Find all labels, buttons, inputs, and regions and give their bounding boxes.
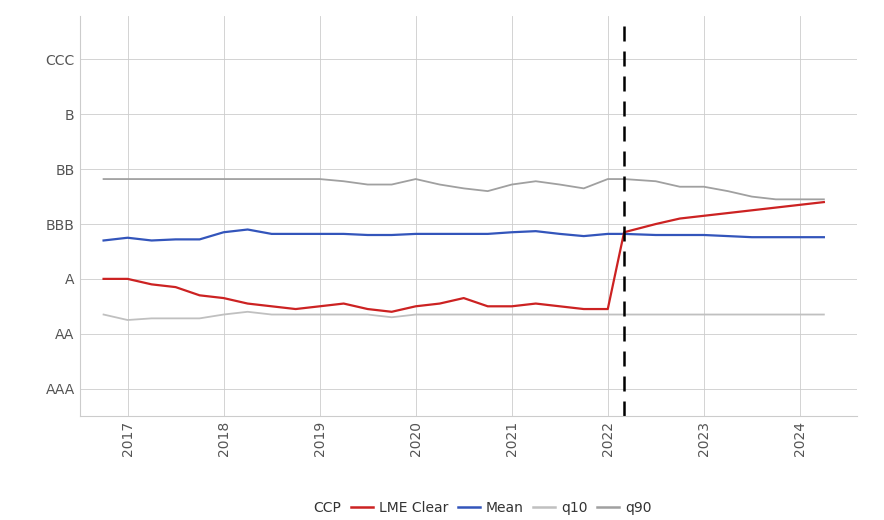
- Legend: CCP, LME Clear, Mean, q10, q90: CCP, LME Clear, Mean, q10, q90: [280, 495, 657, 520]
